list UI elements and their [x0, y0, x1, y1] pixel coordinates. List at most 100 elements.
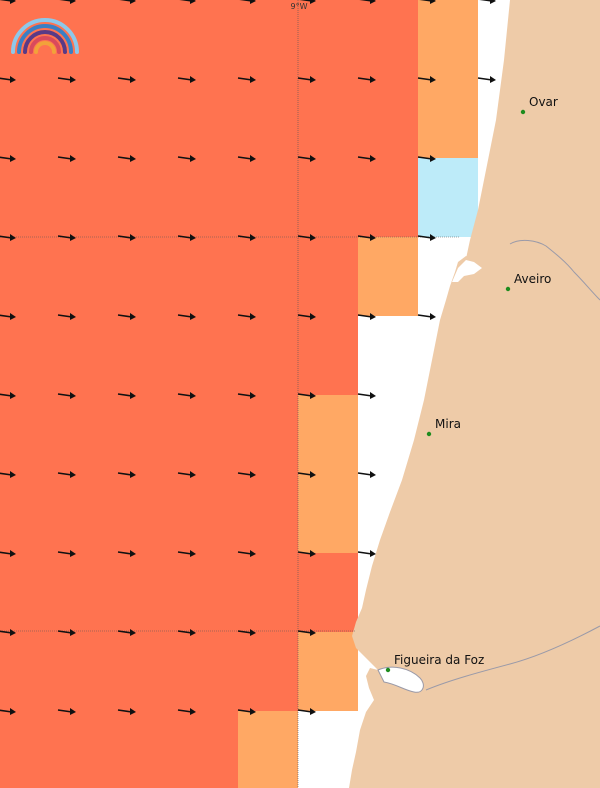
- forecast-cell-strong: [58, 395, 118, 474]
- forecast-cell-strong: [178, 632, 238, 711]
- forecast-cell-moderate: [298, 474, 358, 553]
- land-layer: [349, 0, 600, 788]
- east-arrow-icon: [357, 313, 376, 320]
- forecast-cell-strong: [238, 0, 298, 79]
- east-arrow-icon: [297, 629, 316, 636]
- east-arrow-icon: [177, 313, 196, 320]
- forecast-cell-moderate: [238, 711, 298, 788]
- forecast-cell-strong: [178, 395, 238, 474]
- forecast-cell-strong: [0, 158, 58, 237]
- city-label: Mira: [435, 417, 461, 431]
- forecast-cell-moderate: [358, 237, 418, 316]
- forecast-cell-strong: [118, 395, 178, 474]
- forecast-cell-strong: [298, 79, 358, 158]
- forecast-cell-moderate: [298, 395, 358, 474]
- logo-arc: [17, 24, 73, 54]
- forecast-cell-strong: [58, 632, 118, 711]
- forecast-cell-moderate: [418, 79, 478, 158]
- forecast-cell-strong: [58, 474, 118, 553]
- forecast-cell-strong: [58, 553, 118, 632]
- east-arrow-icon: [177, 708, 196, 715]
- east-arrow-icon: [237, 313, 256, 320]
- east-arrow-icon: [177, 76, 196, 83]
- forecast-cell-strong: [238, 237, 298, 316]
- river-line: [425, 625, 600, 691]
- forecast-cell-strong: [178, 316, 238, 395]
- east-arrow-icon: [119, 0, 136, 4]
- city-label: Figueira da Foz: [394, 653, 484, 667]
- east-arrow-icon: [297, 392, 316, 399]
- east-arrow-icon: [177, 155, 196, 162]
- forecast-cell-strong: [58, 316, 118, 395]
- forecast-cell-strong: [118, 632, 178, 711]
- city-marker: [520, 109, 526, 115]
- forecast-cell-strong: [238, 632, 298, 711]
- east-arrow-icon: [0, 471, 16, 478]
- cell-grid: [0, 0, 478, 788]
- forecast-cell-strong: [58, 237, 118, 316]
- east-arrow-icon: [297, 234, 316, 241]
- forecast-cell-strong: [298, 0, 358, 79]
- east-arrow-icon: [237, 629, 256, 636]
- east-arrow-icon: [237, 234, 256, 241]
- forecast-cell-strong: [238, 79, 298, 158]
- east-arrow-icon: [0, 708, 16, 715]
- east-arrow-icon: [57, 629, 76, 636]
- forecast-cell-strong: [178, 237, 238, 316]
- east-arrow-icon: [177, 392, 196, 399]
- east-arrow-icon: [0, 629, 16, 636]
- forecast-cell-strong: [298, 553, 358, 632]
- east-arrow-icon: [57, 392, 76, 399]
- east-arrow-icon: [177, 471, 196, 478]
- east-arrow-icon: [117, 392, 136, 399]
- forecast-cell-strong: [0, 237, 58, 316]
- east-arrow-icon: [117, 155, 136, 162]
- east-arrow-icon: [0, 234, 16, 241]
- east-arrow-icon: [237, 76, 256, 83]
- east-arrow-icon: [0, 392, 16, 399]
- forecast-cell-strong: [0, 474, 58, 553]
- logo-arc: [23, 30, 67, 54]
- east-arrow-icon: [297, 708, 316, 715]
- forecast-cell-strong: [118, 553, 178, 632]
- forecast-cell-strong: [0, 316, 58, 395]
- east-arrow-icon: [359, 0, 376, 4]
- east-arrow-icon: [237, 550, 256, 557]
- east-arrow-icon: [239, 0, 256, 4]
- forecast-cell-strong: [238, 474, 298, 553]
- forecast-cell-strong: [298, 158, 358, 237]
- east-arrow-icon: [0, 0, 16, 4]
- forecast-cell-strong: [238, 316, 298, 395]
- forecast-cell-strong: [118, 79, 178, 158]
- east-arrow-icon: [117, 471, 136, 478]
- forecast-cell-strong: [358, 79, 418, 158]
- forecast-cell-strong: [0, 711, 58, 788]
- east-arrow-icon: [357, 234, 376, 241]
- forecast-cell-strong: [118, 316, 178, 395]
- east-arrow-icon: [477, 76, 496, 83]
- east-arrow-icon: [0, 550, 16, 557]
- aveiro-lagoon: [452, 260, 482, 282]
- city-marker: [426, 431, 432, 437]
- east-arrow-icon: [0, 76, 16, 83]
- forecast-cell-strong: [238, 395, 298, 474]
- east-arrow-icon: [357, 76, 376, 83]
- east-arrow-icon: [237, 471, 256, 478]
- east-arrow-icon: [57, 471, 76, 478]
- east-arrow-icon: [297, 155, 316, 162]
- east-arrow-icon: [57, 550, 76, 557]
- forecast-cell-moderate: [418, 0, 478, 79]
- forecast-cell-strong: [358, 0, 418, 79]
- rainbow-arcs-icon: [11, 18, 79, 54]
- east-arrow-icon: [237, 708, 256, 715]
- forecast-cell-strong: [298, 316, 358, 395]
- arrow-field: [0, 0, 496, 715]
- east-arrow-icon: [297, 471, 316, 478]
- east-arrow-icon: [179, 0, 196, 4]
- forecast-cell-light: [418, 158, 478, 237]
- logo-arc: [29, 36, 61, 54]
- east-arrow-icon: [417, 234, 436, 241]
- east-arrow-icon: [177, 629, 196, 636]
